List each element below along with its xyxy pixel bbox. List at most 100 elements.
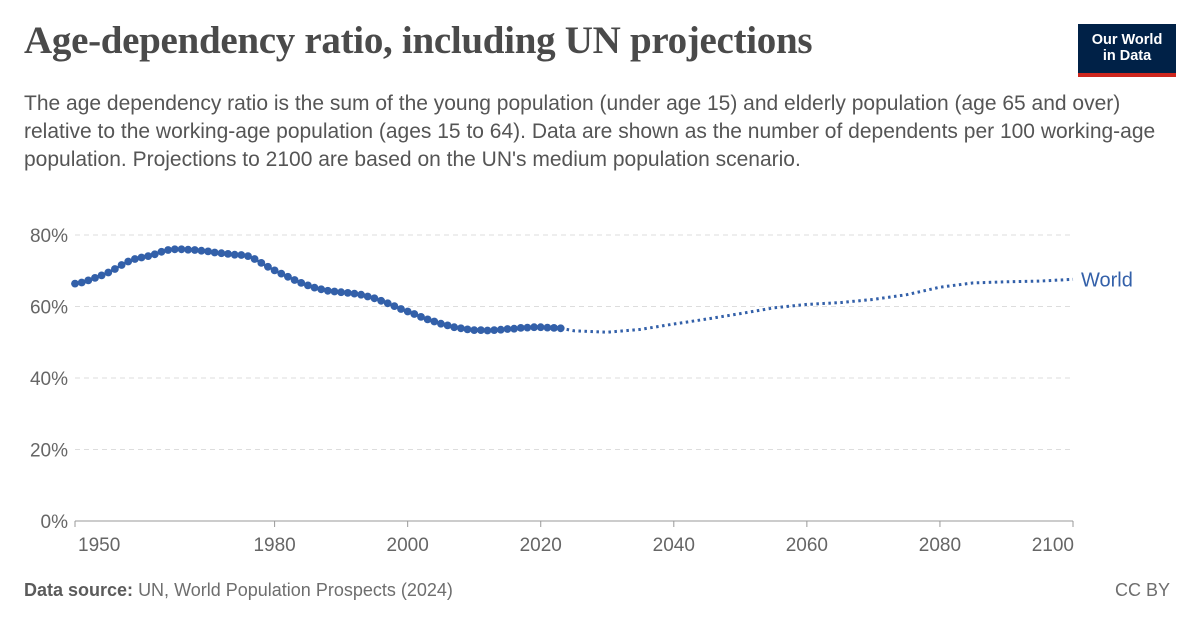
data-point bbox=[97, 271, 106, 280]
axes: 0% 20% 40% 60% 80% 1950 1980 2000 2020 2040 2060 20… bbox=[30, 226, 1074, 556]
data-point bbox=[204, 247, 213, 256]
data-point bbox=[164, 246, 173, 254]
data-point bbox=[410, 310, 419, 318]
data-point bbox=[250, 255, 259, 263]
y-tick-label: 60% bbox=[30, 298, 68, 319]
data-point bbox=[423, 315, 432, 324]
x-tick-label: 2080 bbox=[919, 535, 961, 556]
data-point bbox=[137, 253, 146, 262]
data-point bbox=[483, 326, 492, 335]
data-point bbox=[217, 249, 226, 258]
data-point bbox=[197, 246, 206, 255]
data-point bbox=[490, 326, 499, 334]
data-point bbox=[71, 279, 79, 288]
data-point bbox=[150, 250, 159, 259]
data-point bbox=[457, 324, 465, 333]
series-layer bbox=[71, 245, 1074, 335]
data-point bbox=[550, 324, 558, 332]
data-point bbox=[377, 296, 385, 305]
data-point bbox=[184, 245, 193, 254]
data-source: Data source: UN, World Population Prospe… bbox=[24, 580, 453, 601]
data-point bbox=[417, 313, 425, 321]
data-point bbox=[144, 252, 153, 260]
data-point bbox=[104, 268, 113, 277]
owid-logo[interactable]: Our World in Data bbox=[1078, 24, 1176, 77]
data-point bbox=[77, 278, 86, 287]
x-tick-label: 2000 bbox=[387, 535, 429, 556]
data-point bbox=[430, 317, 439, 326]
x-tick-label: 2100 bbox=[1032, 535, 1074, 556]
data-point bbox=[230, 250, 239, 259]
y-tick-label: 80% bbox=[30, 226, 68, 247]
data-point bbox=[343, 289, 352, 297]
data-point bbox=[297, 279, 306, 287]
x-tick-label: 2020 bbox=[520, 535, 562, 556]
x-tick-label: 1950 bbox=[78, 535, 120, 556]
data-point bbox=[403, 307, 412, 316]
logo-line-2: in Data bbox=[1102, 48, 1152, 64]
data-point bbox=[244, 252, 252, 260]
x-tick-label: 2060 bbox=[786, 535, 828, 556]
data-point bbox=[337, 288, 345, 297]
chart-subtitle: The age dependency ratio is the sum of t… bbox=[24, 92, 1156, 171]
data-point bbox=[84, 276, 93, 285]
logo-line-1: Our World bbox=[1091, 32, 1163, 48]
data-point bbox=[363, 292, 372, 301]
data-point bbox=[397, 305, 405, 313]
data-point bbox=[516, 324, 525, 332]
x-tick-label: 2040 bbox=[653, 535, 695, 556]
x-tick-label: 1980 bbox=[253, 535, 295, 556]
series-label-world: World bbox=[1081, 269, 1133, 291]
data-point bbox=[437, 319, 445, 328]
data-point bbox=[323, 286, 332, 295]
data-point bbox=[264, 262, 272, 271]
data-point bbox=[290, 276, 299, 284]
y-tick-label: 20% bbox=[30, 441, 68, 462]
data-source-text[interactable]: UN, World Population Prospects (2024) bbox=[138, 580, 453, 600]
y-tick-label: 40% bbox=[30, 369, 68, 390]
data-point bbox=[170, 245, 179, 254]
y-tick-label: 0% bbox=[41, 512, 69, 533]
data-point bbox=[124, 257, 133, 266]
data-point bbox=[543, 323, 552, 332]
data-point bbox=[510, 324, 518, 333]
data-point bbox=[277, 269, 286, 278]
series-labels: World bbox=[1081, 269, 1133, 291]
data-point bbox=[111, 265, 119, 273]
data-point bbox=[370, 294, 379, 303]
data-point bbox=[224, 250, 232, 258]
data-point bbox=[383, 299, 392, 308]
data-source-label: Data source: bbox=[24, 580, 134, 600]
chart-title: Age-dependency ratio, including UN proje… bbox=[24, 19, 813, 62]
data-point bbox=[157, 247, 166, 256]
data-point bbox=[496, 325, 505, 334]
data-point bbox=[470, 326, 479, 334]
data-point bbox=[117, 261, 126, 269]
data-point bbox=[350, 289, 359, 298]
data-point bbox=[257, 259, 266, 267]
data-point bbox=[503, 325, 512, 333]
data-point bbox=[357, 290, 365, 299]
data-point bbox=[210, 248, 219, 257]
data-point bbox=[190, 246, 199, 254]
data-point bbox=[304, 281, 312, 290]
data-point bbox=[443, 321, 452, 330]
license-link[interactable]: CC BY bbox=[1114, 580, 1170, 600]
gridlines bbox=[75, 234, 1073, 450]
data-point bbox=[536, 323, 545, 332]
data-point bbox=[270, 266, 279, 275]
series-line-world-projection bbox=[560, 277, 1074, 334]
data-point bbox=[477, 326, 485, 334]
data-point bbox=[556, 324, 565, 333]
data-point bbox=[284, 272, 292, 281]
data-point bbox=[237, 251, 246, 259]
data-point bbox=[177, 245, 186, 254]
data-point bbox=[131, 255, 139, 263]
data-point bbox=[310, 283, 319, 292]
data-point bbox=[91, 274, 99, 282]
data-point bbox=[450, 323, 459, 332]
data-point bbox=[463, 325, 472, 334]
data-point bbox=[530, 323, 538, 332]
data-point bbox=[523, 323, 532, 332]
